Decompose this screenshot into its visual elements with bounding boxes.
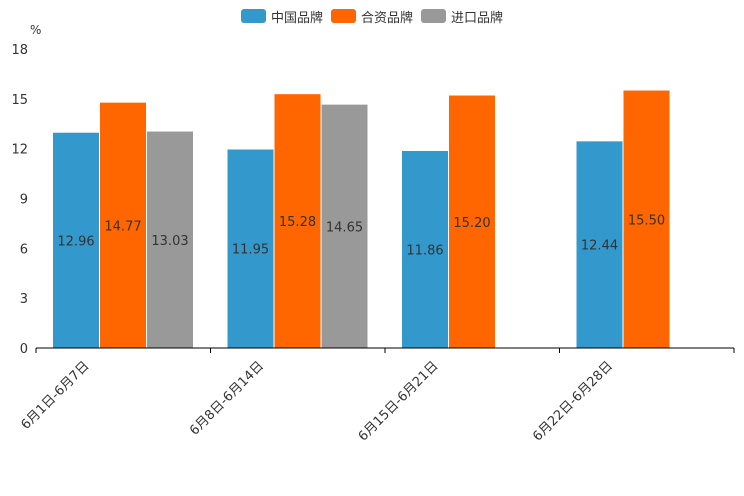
bar bbox=[53, 132, 99, 348]
data-label: 12.96 bbox=[57, 234, 94, 249]
y-tick-label: 3 bbox=[20, 292, 28, 307]
legend-swatch-imported bbox=[421, 9, 446, 23]
legend-label-domestic: 中国品牌 bbox=[270, 10, 323, 26]
chart-legend: 中国品牌 合资品牌 进口品牌 bbox=[0, 6, 744, 26]
data-label: 15.20 bbox=[453, 216, 490, 231]
bar bbox=[402, 150, 448, 348]
legend-label-imported: 进口品牌 bbox=[451, 10, 504, 26]
y-tick-label: 12 bbox=[11, 143, 28, 158]
data-label: 12.44 bbox=[581, 239, 618, 254]
y-tick-label: 9 bbox=[20, 193, 28, 208]
data-label: 15.28 bbox=[279, 215, 316, 230]
legend-swatch-joint-venture bbox=[330, 9, 356, 23]
bar bbox=[227, 149, 274, 348]
x-tick-label: 6月8日-6月14日 bbox=[187, 359, 267, 439]
data-label: 14.65 bbox=[326, 220, 363, 235]
data-label: 11.95 bbox=[232, 243, 269, 258]
bar bbox=[449, 95, 495, 348]
bar bbox=[147, 131, 193, 348]
legend-item-domestic[interactable]: 中国品牌 bbox=[240, 7, 323, 26]
data-label: 11.86 bbox=[406, 243, 443, 258]
x-tick-label: 6月1日-6月7日 bbox=[18, 359, 92, 433]
data-label: 15.50 bbox=[628, 213, 665, 228]
data-label: 13.03 bbox=[151, 234, 188, 249]
bar bbox=[623, 90, 670, 349]
legend-item-imported[interactable]: 进口品牌 bbox=[421, 7, 503, 26]
y-axis-unit-label: % bbox=[30, 23, 41, 37]
y-tick-label: 18 bbox=[11, 43, 28, 58]
data-label: 14.77 bbox=[104, 219, 141, 234]
x-tick-label: 6月15日-6月21日 bbox=[356, 359, 442, 445]
y-tick-label: 15 bbox=[11, 93, 28, 108]
legend-label-joint-venture: 合资品牌 bbox=[360, 10, 413, 26]
x-tick-label: 6月22日-6月28日 bbox=[530, 359, 616, 445]
bar bbox=[321, 104, 368, 349]
y-tick-label: 6 bbox=[20, 242, 28, 257]
legend-swatch-domestic bbox=[240, 9, 266, 23]
y-tick-label: 0 bbox=[20, 342, 28, 357]
bar bbox=[274, 94, 321, 348]
bar bbox=[576, 141, 623, 348]
bar bbox=[100, 102, 146, 348]
legend-item-joint-venture[interactable]: 合资品牌 bbox=[330, 7, 413, 26]
